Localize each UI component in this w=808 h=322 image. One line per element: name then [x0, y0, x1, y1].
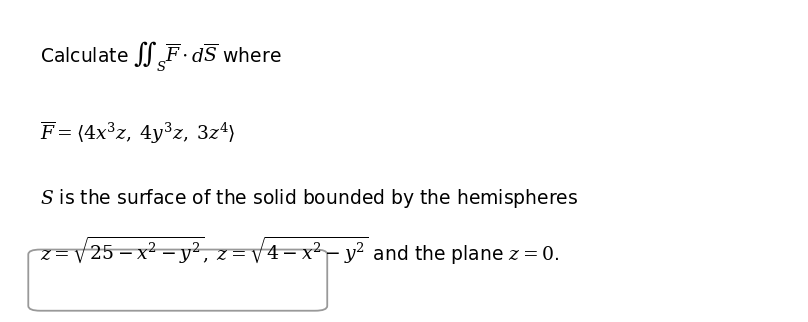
Text: $z = \sqrt{25 - x^2 - y^2},\; z = \sqrt{4 - x^2 - y^2}$ and the plane $z = 0$.: $z = \sqrt{25 - x^2 - y^2},\; z = \sqrt{…: [40, 235, 560, 267]
Text: $S$ is the surface of the solid bounded by the hemispheres: $S$ is the surface of the solid bounded …: [40, 187, 579, 210]
Text: $\overline{F} = \langle 4x^3z,\; 4y^3z,\; 3z^4 \rangle$: $\overline{F} = \langle 4x^3z,\; 4y^3z,\…: [40, 119, 236, 146]
Text: Calculate $\iint_S \overline{F} \cdot d\overline{S}$ where: Calculate $\iint_S \overline{F} \cdot d\…: [40, 39, 282, 73]
FancyBboxPatch shape: [28, 250, 327, 311]
